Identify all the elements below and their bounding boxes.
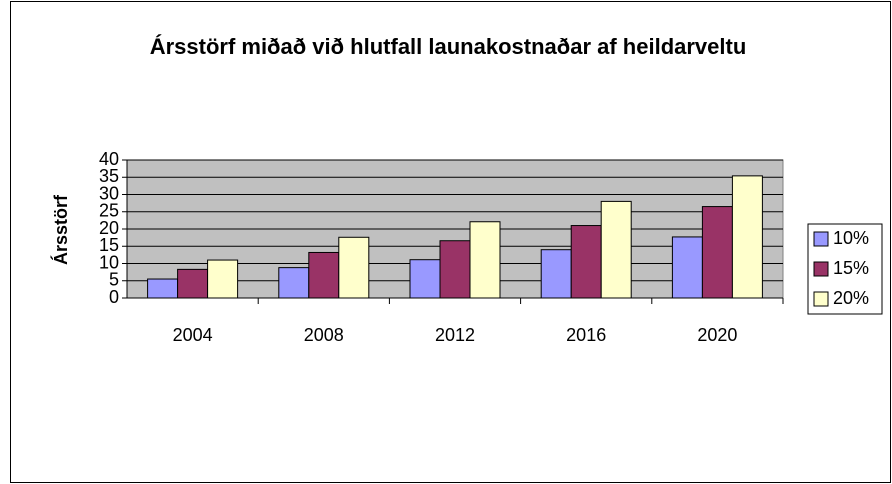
x-tick-label: 2012 bbox=[435, 325, 475, 345]
x-tick-label: 2008 bbox=[304, 325, 344, 345]
y-tick-label: 25 bbox=[99, 201, 119, 221]
legend-swatch bbox=[813, 231, 829, 247]
bar bbox=[671, 236, 703, 299]
bar bbox=[731, 175, 763, 299]
y-tick-label: 5 bbox=[109, 270, 119, 290]
y-tick-label: 20 bbox=[99, 218, 119, 238]
bar bbox=[308, 251, 340, 299]
bar bbox=[701, 206, 733, 299]
bar bbox=[147, 278, 179, 299]
bar bbox=[540, 249, 572, 299]
x-tick-label: 2016 bbox=[566, 325, 606, 345]
bar bbox=[177, 268, 209, 299]
legend-label: 20% bbox=[833, 288, 869, 308]
bar bbox=[570, 225, 602, 299]
chart-title: Ársstörf miðað við hlutfall launakostnað… bbox=[149, 34, 747, 59]
bar bbox=[469, 221, 501, 299]
y-tick-label: 0 bbox=[109, 287, 119, 307]
y-tick-label: 40 bbox=[99, 149, 119, 169]
y-tick-label: 15 bbox=[99, 235, 119, 255]
y-axis-label: Ársstörf bbox=[50, 194, 71, 265]
x-tick-label: 2020 bbox=[697, 325, 737, 345]
bar bbox=[278, 267, 310, 299]
y-tick-label: 10 bbox=[99, 252, 119, 272]
legend-label: 15% bbox=[833, 258, 869, 278]
bar bbox=[338, 236, 370, 299]
legend-swatch bbox=[813, 261, 829, 277]
bar bbox=[600, 200, 632, 299]
bar bbox=[207, 259, 239, 299]
legend-label: 10% bbox=[833, 228, 869, 248]
legend-swatch bbox=[813, 291, 829, 307]
y-tick-label: 35 bbox=[99, 166, 119, 186]
bar bbox=[439, 240, 471, 299]
y-tick-label: 30 bbox=[99, 183, 119, 203]
bar bbox=[409, 259, 441, 299]
x-tick-label: 2004 bbox=[173, 325, 213, 345]
